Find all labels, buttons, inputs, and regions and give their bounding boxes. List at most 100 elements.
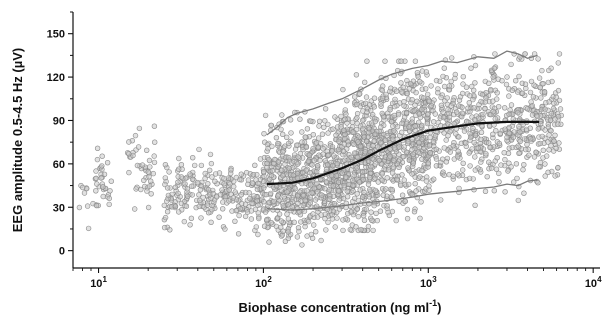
- data-point: [145, 204, 152, 211]
- data-point: [530, 94, 537, 100]
- data-point: [351, 172, 357, 178]
- lower-percentile-line: [266, 179, 538, 211]
- data-point: [310, 145, 316, 152]
- data-point: [412, 58, 419, 64]
- data-point: [285, 229, 291, 235]
- data-point: [189, 183, 195, 189]
- data-point: [367, 170, 374, 177]
- data-point: [321, 124, 327, 131]
- data-point: [454, 109, 460, 115]
- data-point: [472, 167, 478, 173]
- data-point: [99, 153, 105, 159]
- data-point: [208, 160, 215, 167]
- data-point: [488, 86, 494, 93]
- data-point: [412, 123, 418, 129]
- data-point: [235, 231, 242, 237]
- data-point: [545, 139, 551, 145]
- data-point: [354, 165, 360, 171]
- data-point: [545, 169, 551, 176]
- data-point: [509, 87, 515, 94]
- data-point: [248, 216, 255, 222]
- data-point: [365, 158, 372, 165]
- data-point: [313, 229, 319, 235]
- data-point: [178, 162, 185, 168]
- data-point: [81, 190, 88, 196]
- data-point: [506, 93, 512, 99]
- data-point: [347, 226, 353, 233]
- data-point: [505, 168, 511, 174]
- data-point: [431, 176, 437, 182]
- data-point: [372, 161, 378, 167]
- data-point: [252, 162, 258, 169]
- data-point: [459, 110, 466, 116]
- y-tick-label: 0: [59, 246, 65, 258]
- data-point: [438, 159, 444, 166]
- data-point: [304, 188, 310, 194]
- data-point: [463, 84, 470, 90]
- data-point: [305, 218, 312, 225]
- data-point: [368, 163, 374, 170]
- data-point: [178, 174, 185, 180]
- data-point: [490, 74, 496, 80]
- data-point: [376, 157, 382, 164]
- data-point: [303, 167, 309, 174]
- data-point: [162, 214, 169, 221]
- data-point: [478, 129, 485, 136]
- data-point: [502, 156, 508, 163]
- data-point: [318, 237, 324, 244]
- data-point: [543, 153, 550, 159]
- data-point: [522, 51, 528, 57]
- data-point: [553, 145, 559, 151]
- data-point: [167, 227, 173, 233]
- data-point: [405, 139, 411, 145]
- data-point: [238, 192, 245, 198]
- data-point: [463, 118, 470, 125]
- data-point: [148, 178, 154, 184]
- data-point: [126, 139, 132, 145]
- data-point: [508, 102, 515, 108]
- data-point: [542, 127, 548, 133]
- data-point: [413, 188, 419, 194]
- data-point: [447, 149, 453, 155]
- data-point: [189, 176, 196, 183]
- data-point: [455, 148, 461, 155]
- data-point: [228, 170, 234, 177]
- data-point: [382, 58, 388, 64]
- data-point: [398, 182, 404, 189]
- data-point: [537, 140, 543, 147]
- data-point: [358, 226, 364, 233]
- data-point: [147, 164, 153, 170]
- data-point: [471, 139, 477, 146]
- data-point: [490, 131, 496, 138]
- data-point: [261, 223, 268, 229]
- data-point: [161, 202, 168, 209]
- data-point: [433, 156, 440, 162]
- data-point: [262, 112, 269, 119]
- data-point: [541, 89, 548, 95]
- data-point: [426, 143, 433, 149]
- y-axis-title: EEG amplitude 0.5-4.5 Hz (µV): [10, 48, 25, 232]
- data-point: [336, 188, 342, 194]
- data-point: [327, 196, 333, 202]
- data-point: [355, 139, 361, 145]
- data-point: [344, 194, 351, 200]
- data-point: [302, 223, 308, 230]
- data-point: [483, 95, 489, 101]
- data-point: [351, 150, 358, 156]
- data-point: [391, 157, 397, 164]
- data-point: [132, 132, 139, 139]
- data-point: [472, 202, 478, 209]
- axes: [72, 12, 600, 269]
- data-point: [209, 206, 215, 213]
- data-point: [411, 209, 418, 215]
- data-point: [508, 61, 514, 68]
- data-point: [556, 97, 563, 104]
- data-point: [341, 127, 347, 133]
- data-point: [151, 159, 158, 166]
- data-point: [340, 227, 346, 234]
- data-point: [448, 78, 454, 85]
- data-point: [221, 175, 227, 182]
- data-point: [546, 147, 552, 153]
- data-point: [392, 103, 398, 110]
- data-point: [322, 118, 328, 124]
